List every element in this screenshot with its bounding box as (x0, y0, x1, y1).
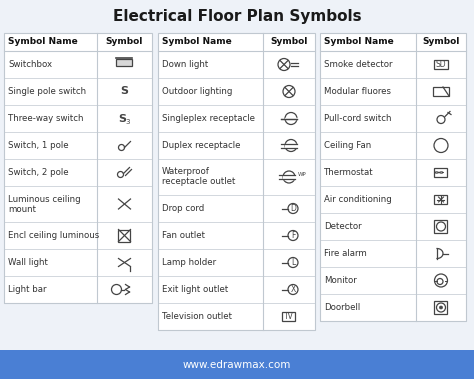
Text: Symbol: Symbol (270, 38, 308, 47)
Bar (435, 168, 447, 177)
Text: L: L (291, 258, 295, 267)
Text: Waterproof: Waterproof (162, 168, 210, 177)
Text: 3: 3 (125, 119, 130, 124)
Text: Fire alarm: Fire alarm (324, 249, 367, 258)
Text: X: X (291, 285, 296, 294)
Text: Luminous ceiling: Luminous ceiling (8, 194, 81, 204)
Bar (435, 195, 447, 204)
Text: www.edrawmax.com: www.edrawmax.com (183, 360, 291, 370)
Text: Smoke detector: Smoke detector (324, 60, 392, 69)
Text: Symbol Name: Symbol Name (8, 38, 78, 47)
Text: Outdoor lighting: Outdoor lighting (162, 87, 232, 96)
Text: F: F (291, 231, 295, 240)
Text: Symbol: Symbol (106, 38, 143, 47)
Text: Symbol Name: Symbol Name (324, 38, 394, 47)
Bar (433, 87, 449, 96)
Text: Switchbox: Switchbox (8, 60, 52, 69)
Text: Light bar: Light bar (8, 285, 46, 294)
Text: Three-way switch: Three-way switch (8, 114, 83, 123)
Bar (117, 59, 133, 66)
Text: Single pole switch: Single pole switch (8, 87, 86, 96)
Text: SD: SD (436, 60, 447, 69)
Text: Detector: Detector (324, 222, 362, 231)
Text: Singleplex receptacle: Singleplex receptacle (162, 114, 255, 123)
Text: TV: TV (284, 312, 294, 321)
Text: Lamp holder: Lamp holder (162, 258, 216, 267)
Text: Encl ceiling luminous: Encl ceiling luminous (8, 231, 99, 240)
Text: Pull-cord switch: Pull-cord switch (324, 114, 392, 123)
Text: Air conditioning: Air conditioning (324, 195, 392, 204)
Text: WP: WP (298, 172, 307, 177)
Text: Exit light outlet: Exit light outlet (162, 285, 228, 294)
Text: Fan outlet: Fan outlet (162, 231, 205, 240)
Bar (4, 33, 152, 303)
Circle shape (439, 306, 443, 309)
Text: Switch, 1 pole: Switch, 1 pole (8, 141, 69, 150)
Text: D: D (290, 204, 296, 213)
Bar (435, 301, 447, 314)
Text: Electrical Floor Plan Symbols: Electrical Floor Plan Symbols (113, 9, 361, 25)
Text: Modular fluores: Modular fluores (324, 87, 391, 96)
Text: Doorbell: Doorbell (324, 303, 360, 312)
Text: Wall light: Wall light (8, 258, 48, 267)
Bar (0, 350, 474, 379)
Text: mount: mount (8, 205, 36, 213)
Text: Monitor: Monitor (324, 276, 357, 285)
Bar (320, 33, 466, 321)
Text: Symbol: Symbol (422, 38, 460, 47)
Text: Down light: Down light (162, 60, 208, 69)
Text: Ceiling Fan: Ceiling Fan (324, 141, 371, 150)
Text: Symbol Name: Symbol Name (162, 38, 232, 47)
Text: receptacle outlet: receptacle outlet (162, 177, 236, 186)
Text: S: S (118, 113, 127, 124)
Bar (118, 230, 130, 241)
Bar (435, 220, 447, 233)
Bar (158, 33, 315, 330)
Bar (283, 312, 295, 321)
Text: Drop cord: Drop cord (162, 204, 204, 213)
Text: Television outlet: Television outlet (162, 312, 232, 321)
Text: Switch, 2 pole: Switch, 2 pole (8, 168, 69, 177)
Text: S: S (120, 86, 128, 97)
Text: Thermostat: Thermostat (324, 168, 374, 177)
Text: Duplex receptacle: Duplex receptacle (162, 141, 240, 150)
Bar (434, 60, 448, 69)
